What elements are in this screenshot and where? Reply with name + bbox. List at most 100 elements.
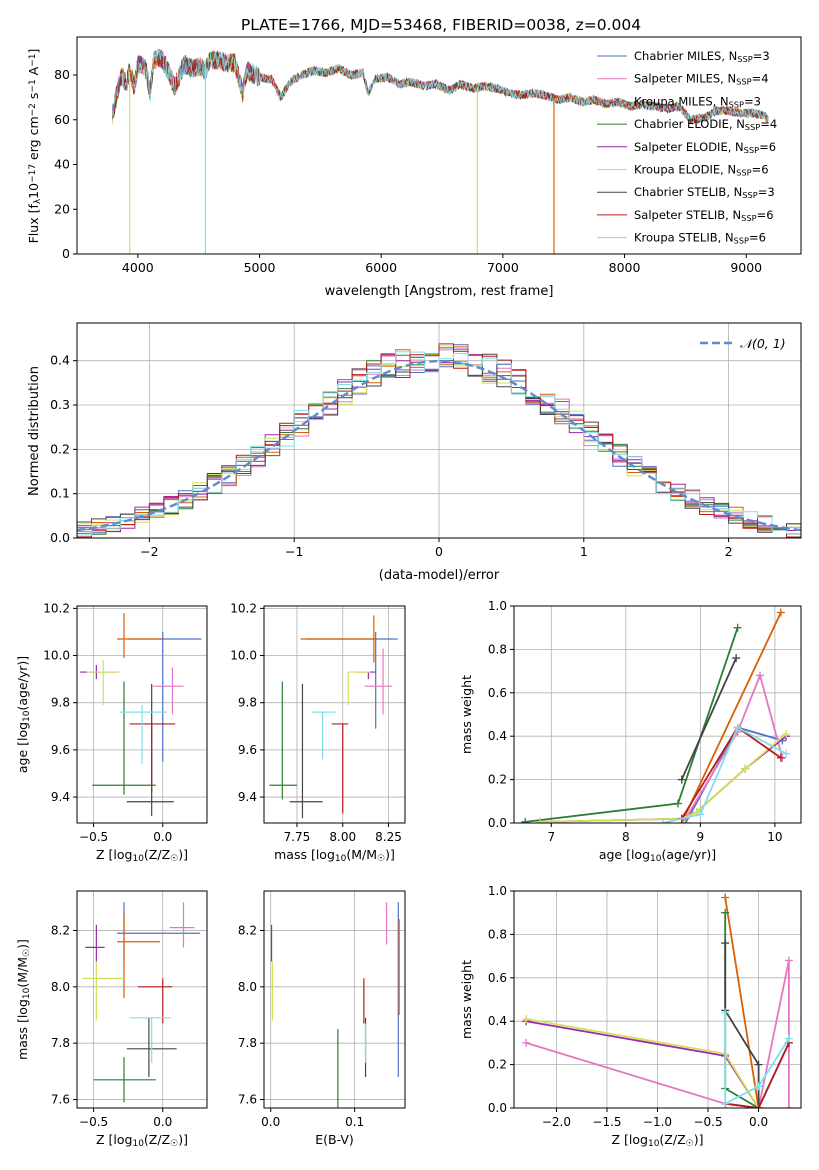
errorbar-point bbox=[331, 723, 349, 814]
y-tick-label: 0.4 bbox=[50, 353, 70, 368]
legend-entry-label: Chabrier STELIB, NSSP=3 bbox=[634, 185, 775, 200]
errorbar-point bbox=[129, 723, 176, 793]
legend-entry-label: Chabrier ELODIE, NSSP=4 bbox=[634, 117, 777, 132]
spectrum-xlabel: wavelength [Angstrom, rest frame] bbox=[325, 284, 554, 299]
x-tick-label: −0.5 bbox=[79, 830, 108, 844]
mass-age-xlabel: mass [log10(M/M☉)] bbox=[274, 847, 395, 864]
legend-entry-label-part: =3 bbox=[753, 49, 770, 63]
legend-entry-label-part: =4 bbox=[752, 72, 769, 86]
z-weight-xlabel-part: )] bbox=[694, 1132, 704, 1147]
legend-entry-label: Salpeter ELODIE, NSSP=6 bbox=[634, 140, 776, 155]
weight-point-marker bbox=[776, 608, 785, 617]
x-tick-label: 8 bbox=[622, 830, 630, 844]
weight-point-marker bbox=[754, 1104, 763, 1108]
errorbar-point bbox=[93, 1057, 156, 1103]
x-tick-label: 0.0 bbox=[153, 1115, 172, 1129]
residuals-ylabel: Normed distribution bbox=[27, 366, 42, 496]
z-mass-xlabel: Z [log10(Z/Z☉)] bbox=[96, 1132, 188, 1149]
legend-entry-label-part: Chabrier MILES, bbox=[634, 49, 729, 63]
z-weight-xlabel-part: 10 bbox=[648, 1139, 660, 1149]
y-tick-label: 0.4 bbox=[488, 729, 507, 743]
y-tick-label: 0.3 bbox=[50, 397, 70, 412]
histogram-step-line bbox=[77, 343, 801, 538]
y-tick-label: 7.8 bbox=[51, 1036, 70, 1050]
x-tick-label: 7000 bbox=[487, 260, 519, 275]
y-tick-label: 0.2 bbox=[488, 1058, 507, 1072]
plot-area-spectrum bbox=[111, 48, 769, 254]
legend-entry-label-part: =3 bbox=[744, 94, 761, 108]
legend-entry-label-part: =6 bbox=[759, 140, 776, 154]
z-mass-xlabel-part: (Z/Z bbox=[144, 1132, 170, 1147]
z-weight-xlabel-part: (Z/Z bbox=[659, 1132, 685, 1147]
weight-point-marker bbox=[784, 956, 793, 965]
plot-area-ebv-mass bbox=[270, 902, 400, 1108]
y-tick-label: 8.2 bbox=[238, 923, 257, 937]
errorbar-point bbox=[117, 913, 160, 999]
z-mass-ylabel: mass [log10(M/M☉)] bbox=[15, 939, 32, 1060]
ebv-mass-xlabel: E(B-V) bbox=[315, 1132, 354, 1147]
weight-series-line bbox=[525, 960, 790, 1108]
weight-point-marker bbox=[784, 1034, 793, 1043]
weight-point-marker bbox=[696, 810, 705, 819]
z-weight-xlabel-part: Z [log bbox=[612, 1132, 648, 1147]
weight-series-line bbox=[662, 726, 787, 823]
weight-point-marker bbox=[754, 1082, 763, 1091]
legend-entry-label-part: SSP bbox=[744, 145, 759, 155]
legend-entry-label-part: N bbox=[732, 208, 741, 222]
x-tick-label: 8.00 bbox=[329, 830, 356, 844]
gaussian-curve bbox=[77, 359, 801, 532]
spectrum-series-line bbox=[111, 48, 769, 126]
z-age-ylabel-part: age [log bbox=[15, 722, 30, 773]
errorbar-point bbox=[347, 671, 371, 706]
legend-entry-label-part: Kroupa ELODIE, bbox=[634, 163, 727, 177]
age-weight-xlabel: age [log10(age/yr)] bbox=[599, 847, 716, 864]
z-age-xlabel-part: 10 bbox=[132, 854, 144, 864]
y-tick-label: 0 bbox=[62, 246, 70, 261]
z-mass-ylabel-part: 10 bbox=[22, 987, 32, 999]
weight-point-marker bbox=[721, 1099, 730, 1108]
weight-series-line bbox=[724, 897, 760, 1108]
y-tick-label: 0.8 bbox=[488, 927, 507, 941]
age-weight-ylabel: mass weight bbox=[459, 675, 474, 754]
histogram-step-line bbox=[77, 351, 801, 536]
y-tick-label: 10.0 bbox=[43, 649, 70, 663]
spectrum-ylabel-part: λ bbox=[33, 198, 43, 204]
legend-entry-label-part: Salpeter MILES, bbox=[634, 72, 727, 86]
x-tick-label: 7 bbox=[547, 830, 555, 844]
legend-entry-label-part: SSP bbox=[729, 99, 744, 109]
y-tick-label: 8.0 bbox=[51, 980, 70, 994]
mass-age-xlabel-part: )] bbox=[385, 847, 395, 862]
weight-point-marker bbox=[521, 817, 530, 823]
errorbar-point bbox=[364, 648, 393, 715]
plot-area-residuals bbox=[77, 343, 801, 538]
panel-z-weight: −2.0 −1.5 −1.0 −0.5 0.0 0.0 0.2 0.4 0.6 0.8 1.0 Z [… bbox=[459, 884, 802, 1149]
y-tick-label: 9.8 bbox=[51, 696, 70, 710]
gaussian-legend-label: 𝒩(0, 1) bbox=[740, 336, 786, 351]
y-tick-label: 10.0 bbox=[230, 649, 257, 663]
legend-entry-label-part: N bbox=[736, 117, 745, 131]
legend-entry-label-part: =4 bbox=[760, 117, 777, 131]
y-tick-label: 9.6 bbox=[238, 743, 257, 757]
weight-series-line bbox=[725, 1042, 790, 1108]
y-tick-label: 10.2 bbox=[43, 601, 70, 615]
y-tick-label: 7.6 bbox=[238, 1093, 257, 1107]
x-tick-label: −2.0 bbox=[542, 1115, 571, 1129]
plot-area-z-mass bbox=[82, 902, 201, 1103]
weight-point-marker bbox=[522, 1038, 531, 1047]
spectrum-ylabel: Flux [fλ10−17 erg cm−2 s−1 A−1] bbox=[26, 49, 43, 244]
y-tick-label: 0.0 bbox=[488, 1101, 507, 1115]
weight-point-marker bbox=[741, 764, 750, 773]
z-mass-ylabel-part: mass [log bbox=[15, 999, 30, 1060]
panel-z-age: −0.5 0.09.49.69.810.010.2Z [log10(Z/Z☉)]a… bbox=[15, 601, 208, 864]
legend-entry-label-part: =6 bbox=[757, 208, 774, 222]
plot-area-z-age bbox=[79, 613, 202, 816]
legend-entry-label-part: =6 bbox=[752, 163, 769, 177]
z-mass-ylabel-part: )] bbox=[15, 939, 30, 949]
z-age-ylabel: age [log10(age/yr)] bbox=[15, 656, 32, 773]
x-tick-label: −1.0 bbox=[643, 1115, 672, 1129]
legend-entry-label-part: Chabrier ELODIE, bbox=[634, 117, 736, 131]
weight-point-marker bbox=[721, 908, 730, 917]
x-tick-label: −1.5 bbox=[592, 1115, 621, 1129]
weight-point-marker bbox=[732, 654, 741, 663]
